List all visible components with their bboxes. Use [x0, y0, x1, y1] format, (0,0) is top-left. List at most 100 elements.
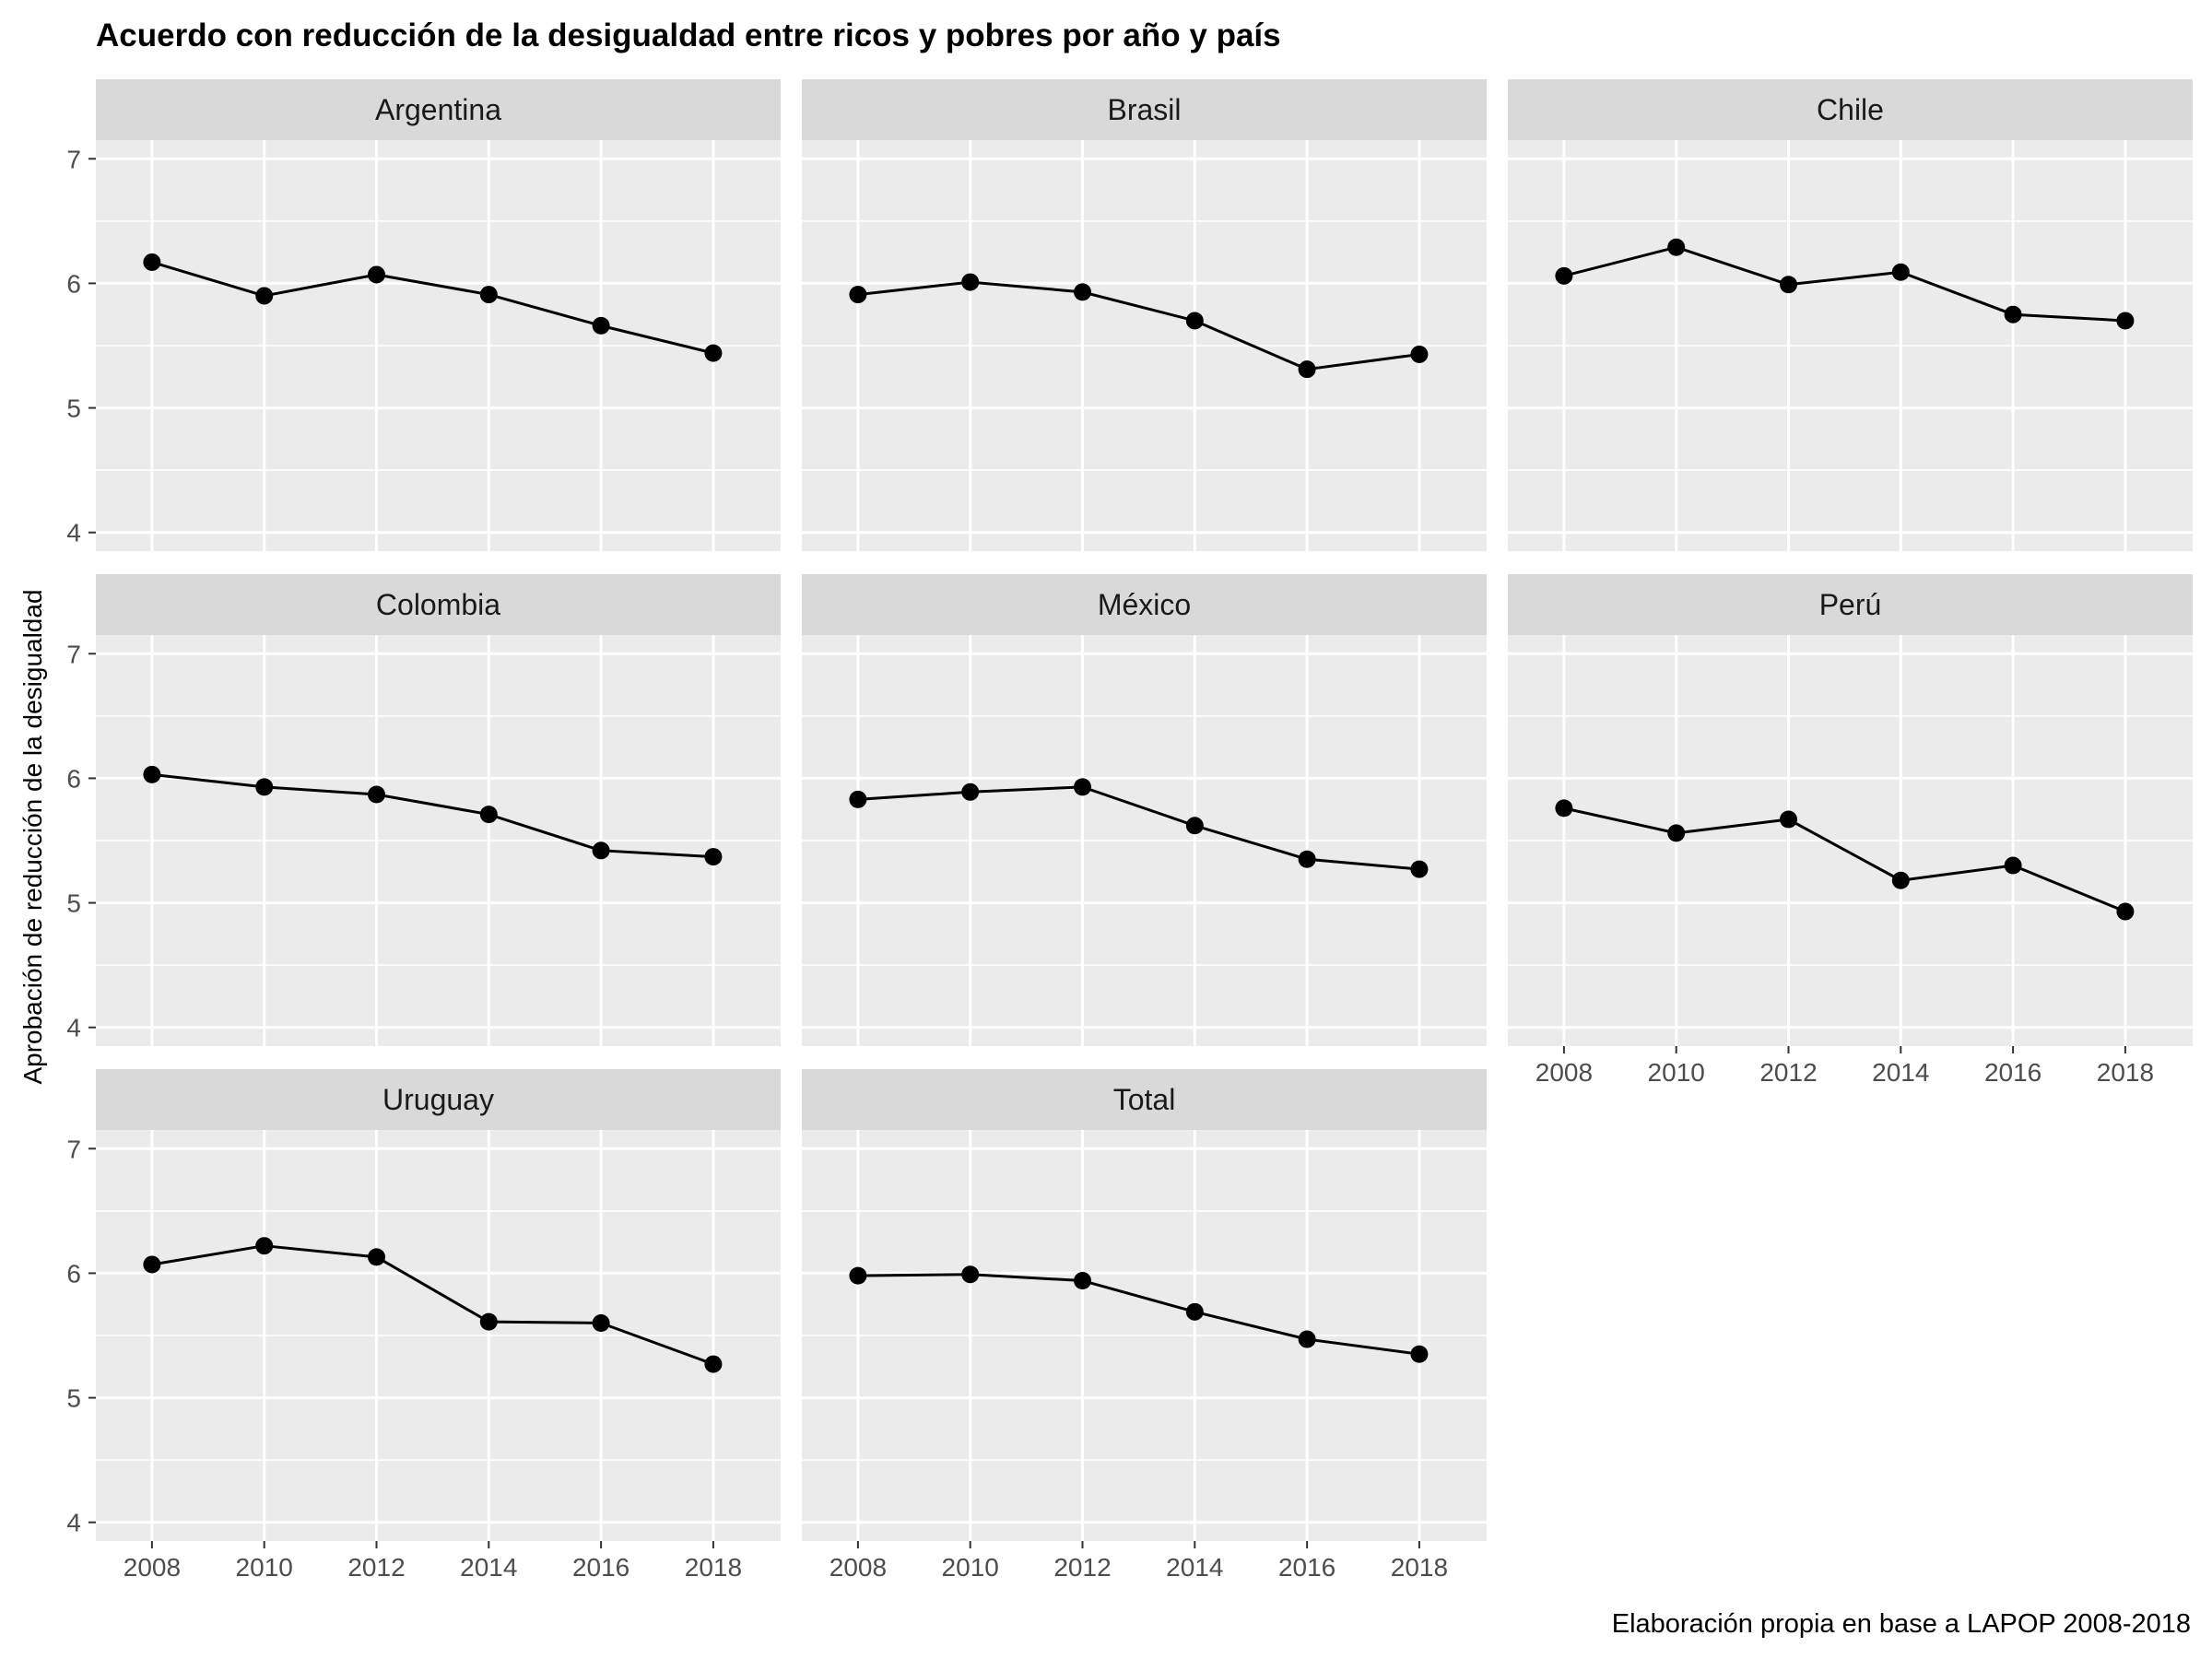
data-point-uruguay-2016: [592, 1313, 610, 1332]
facet-colombia: Colombia 4 5 6 7: [66, 574, 781, 1046]
series-line-colombia: [151, 772, 714, 859]
x-tick-label: 2008: [124, 1553, 181, 1582]
facet-strip: [96, 79, 781, 140]
x-tick-label: 2016: [1278, 1553, 1335, 1582]
series-line-uruguay: [151, 1244, 714, 1366]
facet-strip: [96, 1069, 781, 1130]
facet-total: Total 2008 2010 2012 2014 2016 2018: [802, 1069, 1487, 1582]
facet-peru: Perú 2008 2010 2012 2014 2016 2018: [1508, 574, 2193, 1087]
data-point-chile-2012: [1780, 276, 1798, 294]
data-point-peru-2014: [1891, 871, 1910, 889]
data-point-argentina-2016: [592, 316, 610, 335]
data-point-argentina-2008: [143, 253, 161, 271]
data-point-brasil-2008: [849, 286, 867, 304]
x-tick-label: 2018: [685, 1553, 742, 1582]
y-tick-label: 5: [66, 889, 81, 918]
data-point-uruguay-2014: [479, 1312, 498, 1331]
data-point-total-2016: [1298, 1330, 1316, 1348]
y-tick-label: 4: [66, 519, 81, 547]
series-line-brasil: [857, 280, 1420, 371]
y-tick-label: 5: [66, 394, 81, 423]
data-point-mexico-2010: [961, 782, 980, 801]
series-line-peru: [1563, 806, 2126, 913]
facet-strip-label: México: [1098, 588, 1191, 621]
series-line-chile: [1563, 245, 2126, 323]
data-point-brasil-2014: [1185, 312, 1204, 330]
data-point-total-2012: [1074, 1272, 1092, 1290]
x-tick-label: 2018: [2097, 1058, 2154, 1087]
data-point-colombia-2018: [704, 848, 723, 866]
data-point-peru-2016: [2004, 856, 2022, 875]
x-tick-label: 2012: [1759, 1058, 1817, 1087]
facet-mexico: México: [802, 574, 1487, 1046]
y-tick-label: 6: [66, 764, 81, 793]
data-point-uruguay-2010: [255, 1237, 274, 1255]
data-point-brasil-2012: [1074, 283, 1092, 301]
data-point-brasil-2010: [961, 273, 980, 291]
data-point-total-2010: [961, 1265, 980, 1284]
x-tick-label: 2014: [1166, 1553, 1223, 1582]
y-tick-label: 5: [66, 1384, 81, 1413]
x-tick-label: 2016: [1984, 1058, 2041, 1087]
y-tick-label: 6: [66, 269, 81, 298]
facet-strip-label: Colombia: [376, 588, 500, 621]
data-point-total-2018: [1410, 1345, 1429, 1363]
facet-panels: Argentina 4 5 6 7 Brasil Chile Colombia 4 5 6 7 Méxi…: [66, 79, 2193, 1582]
x-tick-label: 2008: [1535, 1058, 1593, 1087]
facet-uruguay: Uruguay 4 5 6 7 2008 2010 2012 2014 2016 2018: [66, 1069, 781, 1582]
x-tick-label: 2010: [1648, 1058, 1705, 1087]
data-point-colombia-2010: [255, 778, 274, 796]
data-point-argentina-2014: [479, 286, 498, 304]
data-point-argentina-2012: [368, 265, 386, 284]
data-point-peru-2010: [1667, 824, 1686, 842]
data-point-colombia-2012: [368, 785, 386, 804]
x-tick-label: 2012: [1053, 1553, 1111, 1582]
y-tick-label: 6: [66, 1259, 81, 1288]
facet-strip: [802, 1069, 1487, 1130]
x-tick-label: 2016: [572, 1553, 629, 1582]
facet-strip-label: Total: [1113, 1083, 1176, 1116]
data-point-mexico-2012: [1074, 778, 1092, 796]
data-point-uruguay-2012: [368, 1248, 386, 1266]
chart-title: Acuerdo con reducción de la desigualdad …: [96, 18, 1281, 53]
data-point-argentina-2010: [255, 287, 274, 305]
y-tick-label: 7: [66, 640, 81, 668]
data-point-chile-2016: [2004, 305, 2022, 324]
data-point-mexico-2014: [1185, 817, 1204, 835]
facet-strip-label: Uruguay: [382, 1083, 494, 1116]
x-tick-label: 2014: [1872, 1058, 1929, 1087]
data-point-peru-2012: [1780, 810, 1798, 829]
facet-chile: Chile: [1508, 79, 2193, 551]
y-tick-label: 4: [66, 1509, 81, 1537]
y-tick-label: 7: [66, 1135, 81, 1163]
facet-strip: [96, 574, 781, 635]
facet-strip: [802, 574, 1487, 635]
x-tick-label: 2012: [347, 1553, 405, 1582]
data-point-uruguay-2008: [143, 1255, 161, 1274]
data-point-colombia-2014: [479, 806, 498, 824]
x-tick-label: 2010: [942, 1553, 999, 1582]
x-tick-label: 2008: [830, 1553, 887, 1582]
data-point-uruguay-2018: [704, 1355, 723, 1373]
data-point-colombia-2016: [592, 841, 610, 860]
data-point-mexico-2016: [1298, 850, 1316, 868]
facet-strip-label: Perú: [1819, 588, 1882, 621]
series-line-total: [857, 1273, 1420, 1356]
data-point-peru-2018: [2116, 902, 2135, 921]
facet-argentina: Argentina 4 5 6 7: [66, 79, 781, 551]
x-tick-label: 2018: [1391, 1553, 1448, 1582]
series-line-argentina: [151, 261, 714, 355]
data-point-colombia-2008: [143, 765, 161, 783]
data-point-argentina-2018: [704, 344, 723, 362]
facet-strip: [1508, 79, 2193, 140]
facet-brasil: Brasil: [802, 79, 1487, 551]
data-point-chile-2010: [1667, 238, 1686, 256]
chart-caption: Elaboración propia en base a LAPOP 2008-…: [1612, 1609, 2191, 1639]
data-point-chile-2018: [2116, 312, 2135, 330]
y-axis-title: Aprobación de reducción de la desigualda…: [18, 589, 47, 1084]
data-point-peru-2008: [1555, 799, 1573, 818]
x-tick-label: 2014: [460, 1553, 517, 1582]
data-point-total-2014: [1185, 1302, 1204, 1321]
x-tick-label: 2010: [236, 1553, 293, 1582]
